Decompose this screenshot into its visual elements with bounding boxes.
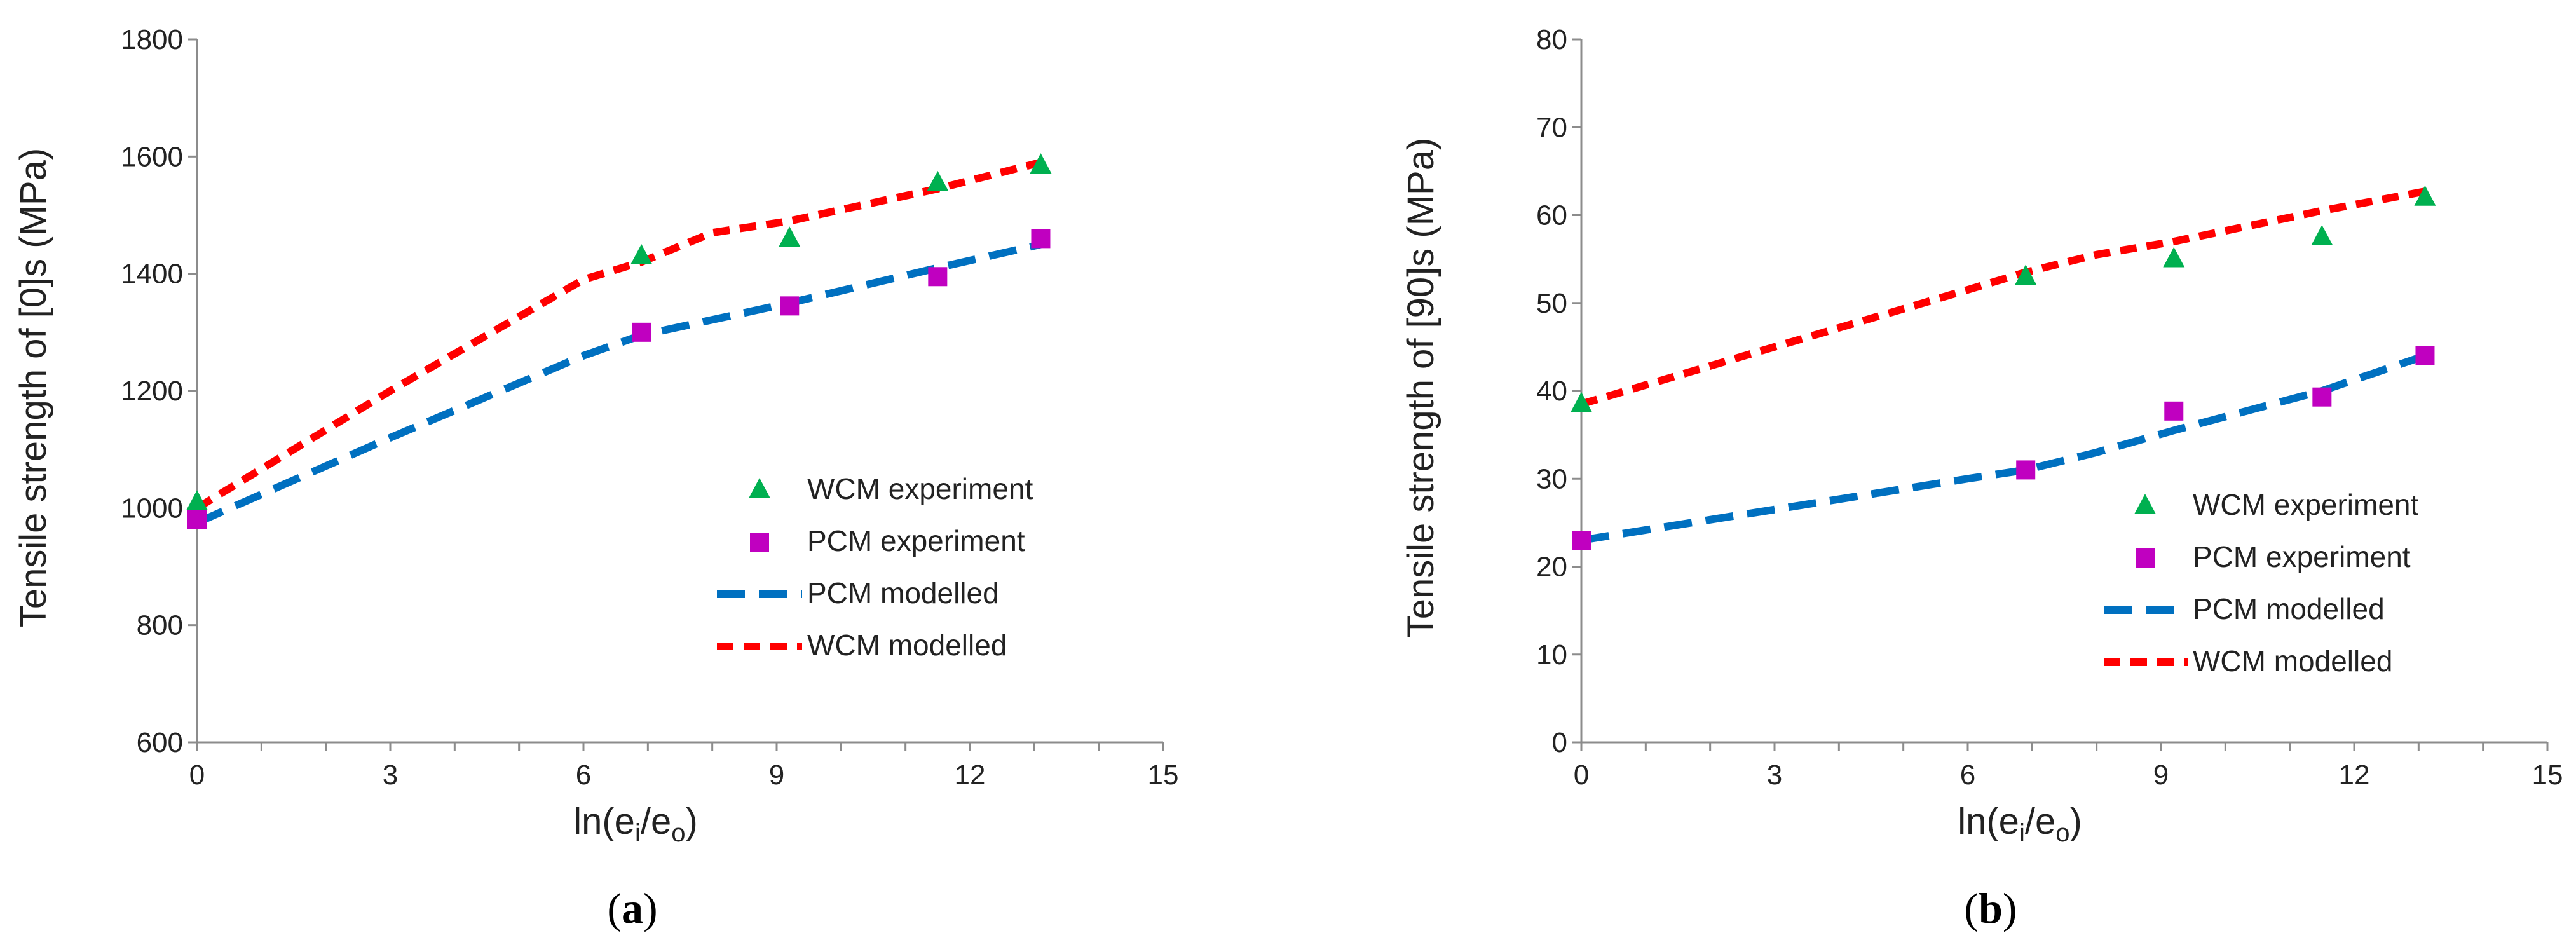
chart-panel-a: 600 800 1000 1200 1400 1600 1800 0 3 6 9 12 15 Tensi…: [13, 24, 1178, 932]
chart-b-axes: [1572, 38, 2549, 751]
chart-a-tick-labels: 600 800 1000 1200 1400 1600 1800 0 3 6 9 12 15: [121, 24, 1178, 791]
chart-a-axes: [188, 38, 1164, 751]
legend-entry-label: PCM experiment: [807, 524, 1025, 557]
y-tick-label: 0: [1552, 727, 1567, 758]
wcm-experiment-point: [1571, 392, 1592, 412]
y-tick-label: 60: [1536, 200, 1567, 231]
wcm-experiment-point: [630, 244, 653, 264]
legend-triangle-icon: [749, 478, 770, 498]
legend-entry-label: PCM experiment: [2193, 540, 2411, 573]
pcm-experiment-point: [2016, 460, 2036, 480]
chart-a-lines: [194, 158, 1042, 526]
y-tick-label: 20: [1536, 552, 1567, 583]
chart-a-y-axis-title: Tensile strength of [0]s (MPa): [13, 148, 54, 627]
y-tick-label: 600: [137, 727, 183, 758]
chart-b-tick-labels: 0 10 20 30 40 50 60 70 80 0 3 6 9 12 15: [1536, 24, 2563, 791]
panel-label-b: (b): [1964, 884, 2017, 932]
legend-triangle-icon: [2134, 494, 2156, 514]
series-line-wcm-modelled: [1580, 187, 2426, 408]
legend-square-icon: [2136, 548, 2155, 568]
wcm-experiment-point: [779, 226, 801, 247]
x-tick-label: 12: [2339, 759, 2370, 791]
chart-b-markers: [1571, 185, 2436, 550]
pcm-experiment-point: [2312, 387, 2332, 407]
wcm-experiment-point: [2414, 185, 2436, 206]
x-tick-label: 0: [1574, 759, 1589, 791]
legend-entry-label: WCM modelled: [2193, 644, 2392, 678]
y-tick-label: 1800: [121, 24, 183, 55]
pcm-experiment-point: [780, 296, 800, 316]
x-tick-label: 6: [1960, 759, 1975, 791]
legend-entry-label: WCM experiment: [2193, 488, 2419, 521]
wcm-experiment-point: [2311, 225, 2333, 245]
y-tick-label: 80: [1536, 24, 1567, 55]
chart-a-markers: [186, 153, 1052, 529]
wcm-experiment-point: [186, 490, 208, 510]
y-tick-label: 800: [137, 610, 183, 641]
x-tick-label: 9: [2153, 759, 2169, 791]
x-tick-label: 15: [2532, 759, 2563, 791]
y-tick-label: 1400: [121, 259, 183, 290]
y-tick-label: 70: [1536, 112, 1567, 143]
x-tick-label: 6: [576, 759, 591, 791]
y-tick-label: 1200: [121, 376, 183, 407]
x-tick-label: 3: [1767, 759, 1782, 791]
wcm-experiment-point: [927, 170, 949, 191]
panel-label-a: (a): [607, 884, 657, 932]
y-tick-label: 30: [1536, 463, 1567, 494]
legend-entry-label: PCM modelled: [2193, 592, 2385, 625]
y-tick-label: 1000: [121, 493, 183, 524]
wcm-experiment-point: [2163, 247, 2185, 268]
chart-b-y-axis-title: Tensile strength of [90]s (MPa): [1400, 138, 1441, 638]
chart-panel-b: 0 10 20 30 40 50 60 70 80 0 3 6 9 12 15 Tensile streng…: [1400, 24, 2563, 932]
wcm-experiment-point: [2015, 264, 2037, 285]
pcm-experiment-point: [187, 510, 207, 529]
chart-a-x-axis-title: ln(ei/eo): [573, 801, 698, 847]
pcm-experiment-point: [632, 322, 651, 342]
y-tick-label: 10: [1536, 639, 1567, 671]
legend-entry-label: PCM modelled: [807, 576, 999, 610]
x-tick-label: 3: [383, 759, 398, 791]
pcm-experiment-point: [1031, 229, 1051, 249]
pcm-experiment-point: [2164, 401, 2184, 421]
x-tick-label: 9: [769, 759, 784, 791]
chart-a-legend: WCM experiment PCM experiment PCM modelled…: [717, 472, 1033, 662]
wcm-experiment-point: [1030, 153, 1052, 174]
x-tick-label: 12: [955, 759, 986, 791]
legend-entry-label: WCM experiment: [807, 472, 1033, 505]
series-line-pcm-modelled: [1581, 352, 2427, 544]
chart-b-x-axis-title: ln(ei/eo): [1958, 801, 2082, 847]
y-tick-label: 40: [1536, 376, 1567, 407]
legend-entry-label: WCM modelled: [807, 629, 1007, 662]
x-tick-label: 15: [1148, 759, 1179, 791]
legend-square-icon: [750, 533, 769, 552]
y-tick-label: 1600: [121, 141, 183, 172]
chart-b-lines: [1580, 187, 2427, 544]
pcm-experiment-point: [928, 267, 948, 287]
chart-b-legend: WCM experiment PCM experiment PCM modelled…: [2104, 488, 2419, 678]
series-line-wcm-modelled: [194, 158, 1042, 512]
pcm-experiment-point: [2415, 346, 2435, 365]
y-tick-label: 50: [1536, 288, 1567, 319]
x-tick-label: 0: [189, 759, 205, 791]
pcm-experiment-point: [1572, 531, 1591, 550]
